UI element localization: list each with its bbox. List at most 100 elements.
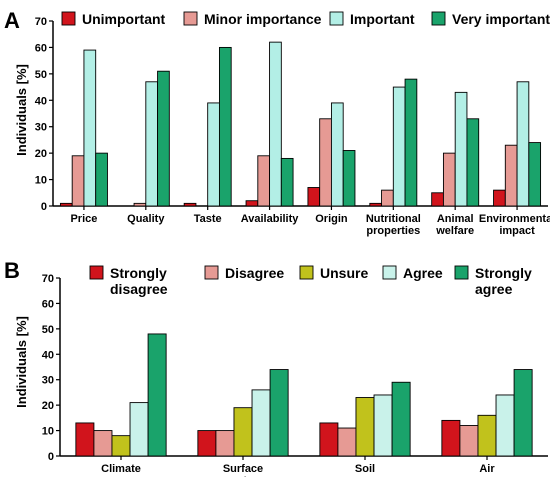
bar	[251, 389, 271, 457]
legend-swatch	[183, 11, 198, 26]
x-tick-label: Environmental impact	[479, 213, 550, 237]
bar	[129, 402, 149, 457]
x-tick-label: Price	[70, 213, 97, 225]
x-tick-label: Soil	[355, 463, 375, 475]
y-tick-label: 30	[35, 122, 47, 134]
y-tick-label: 20	[35, 148, 47, 160]
bar	[441, 419, 461, 457]
bar	[528, 142, 542, 207]
y-tick-label: 50	[42, 324, 54, 336]
chart-panel-a: 0 10 20 30 40 50 60 70 Price Quality Taste Availabi…	[35, 11, 550, 237]
legend-label: Disagree	[225, 265, 284, 281]
chart-panel-b: 0 10 20 30 40 50 60 70 Climate Surfacewater Soil Ai…	[42, 265, 548, 477]
legend-label: Unimportant	[82, 11, 166, 27]
bar	[269, 369, 289, 457]
bar	[207, 102, 220, 207]
x-tick-label: Quality	[127, 213, 165, 225]
bar	[83, 49, 97, 207]
bar	[373, 394, 393, 457]
panel-label-a: A	[4, 8, 20, 33]
y-axis-title-b: Individuals [%]	[14, 316, 29, 408]
bar	[218, 46, 232, 207]
y-tick-label: 30	[42, 375, 54, 387]
bar	[337, 427, 357, 457]
y-axis-title-a: Individuals [%]	[14, 64, 29, 156]
bar	[245, 200, 259, 207]
y-tick-label: 20	[42, 400, 54, 412]
bar	[133, 202, 147, 207]
y-tick-label: 60	[42, 298, 54, 310]
bar	[319, 422, 339, 457]
y-tick-label: 40	[42, 349, 54, 361]
x-tick-label: Surfacewater	[223, 463, 263, 477]
legend-label: Minor importance	[204, 11, 322, 27]
bar	[147, 333, 167, 457]
legend-label: Very important	[452, 11, 550, 27]
bar	[183, 202, 197, 207]
bar	[215, 430, 235, 457]
bar	[71, 155, 85, 207]
bar	[495, 394, 515, 457]
bar	[477, 414, 497, 457]
bar	[355, 397, 375, 457]
legend-swatch	[382, 265, 397, 280]
legend-swatch	[454, 265, 469, 280]
bar	[59, 202, 73, 207]
y-tick-label: 50	[35, 69, 47, 81]
y-tick-label: 0	[48, 451, 54, 463]
bar	[75, 422, 95, 457]
bar	[404, 78, 418, 207]
y-tick-label: 60	[35, 42, 47, 54]
bar	[391, 381, 411, 457]
bar	[466, 118, 480, 207]
bar	[504, 144, 518, 207]
legend-label: Unsure	[320, 265, 368, 281]
bar	[257, 155, 271, 207]
y-tick-label: 10	[35, 175, 47, 187]
bar	[319, 118, 332, 207]
bar	[145, 81, 159, 207]
legend-swatch	[89, 265, 104, 280]
bar	[233, 407, 253, 457]
x-tick-label: Availability	[241, 213, 300, 225]
x-tick-label: Air	[479, 463, 495, 475]
bar	[93, 430, 113, 457]
bar	[493, 189, 506, 207]
bar	[442, 152, 456, 207]
bar	[197, 430, 217, 457]
bar	[307, 187, 321, 207]
bar	[459, 425, 479, 457]
legend-label: Agree	[403, 265, 443, 281]
bar	[157, 70, 170, 207]
x-tick-label: Climate	[101, 463, 141, 475]
panel-label-b: B	[4, 258, 20, 283]
legend-swatch	[431, 11, 446, 26]
y-tick-label: 70	[42, 273, 54, 285]
legend-swatch	[61, 11, 76, 26]
bar	[342, 150, 356, 207]
bar	[269, 41, 282, 207]
legend-label: Important	[350, 11, 415, 27]
x-tick-label: Taste	[194, 213, 222, 225]
bar	[330, 102, 344, 207]
bar	[95, 152, 108, 207]
legend-swatch	[299, 265, 314, 280]
y-tick-label: 70	[35, 16, 47, 28]
x-tick-label: Animal welfare	[435, 213, 474, 237]
bar	[392, 86, 406, 207]
y-tick-label: 40	[35, 95, 47, 107]
legend-label: Strongly agree	[475, 265, 532, 297]
bar	[454, 91, 468, 207]
x-tick-label: Nutritional properties	[366, 213, 421, 237]
bar	[280, 157, 294, 207]
bar	[513, 369, 533, 457]
x-tick-label: Origin	[315, 213, 348, 225]
legend-label: Strongly disagree	[110, 265, 168, 297]
bar	[516, 81, 530, 207]
bar	[381, 189, 394, 207]
bar	[431, 192, 444, 207]
bar	[111, 435, 131, 457]
legend-swatch	[329, 11, 344, 26]
bar	[369, 202, 383, 207]
